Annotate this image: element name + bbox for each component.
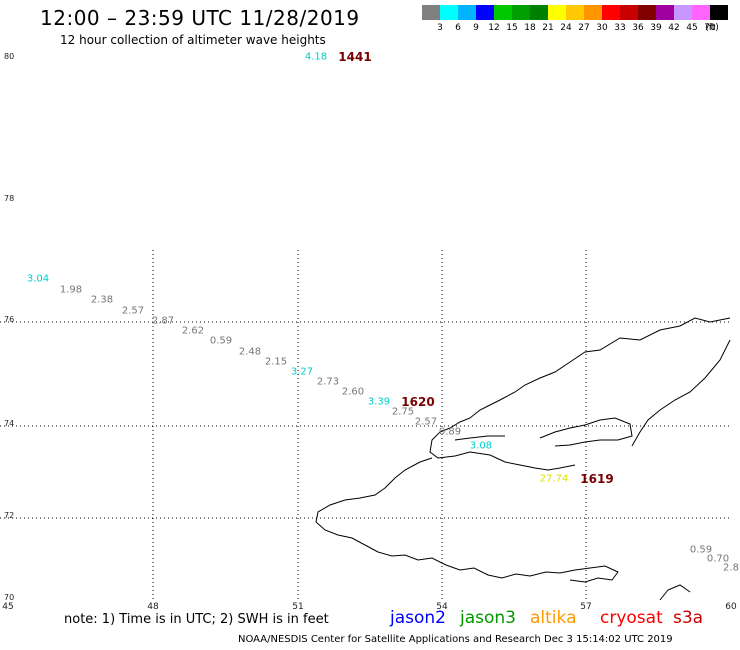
- scale-swatch: [494, 5, 512, 20]
- coast-north: [429, 317, 731, 471]
- wave-value: 0.59: [209, 335, 233, 347]
- pass-time: 1441: [338, 50, 372, 64]
- lat-label-72: 72: [4, 511, 15, 520]
- scale-label: 9: [473, 23, 479, 33]
- scale-label: 3: [437, 23, 443, 33]
- scale-label: 15: [506, 23, 518, 33]
- lon-label-54: 54: [436, 602, 448, 612]
- satellite-label: s3a: [673, 608, 704, 628]
- scale-label: 21: [542, 23, 554, 33]
- coast-south: [315, 457, 619, 583]
- coastline: [315, 317, 731, 601]
- wave-value: 2.38: [90, 294, 114, 306]
- scale-label: 12: [488, 23, 500, 33]
- scale-swatch: [674, 5, 692, 20]
- coast-strait: [454, 435, 505, 441]
- lat-label-78: 78: [4, 194, 15, 203]
- lat-label-80: 80: [4, 52, 15, 61]
- satellite-label: jason2: [390, 608, 446, 628]
- scale-swatch: [584, 5, 602, 20]
- units-note: note: 1) Time is in UTC; 2) SWH is in fe…: [64, 612, 329, 627]
- scale-label: 18: [524, 23, 536, 33]
- scale-swatch: [566, 5, 584, 20]
- satellite-label: altika: [530, 608, 577, 628]
- scale-label: 30: [596, 23, 608, 33]
- wave-value: 2.57: [121, 305, 145, 317]
- scale-label: 45: [686, 23, 698, 33]
- wave-value: 3.08: [469, 440, 493, 452]
- coast-southeast: [659, 584, 691, 601]
- scale-swatch: [710, 5, 728, 20]
- wave-value: 2.48: [238, 346, 262, 358]
- scale-swatch: [548, 5, 566, 20]
- wave-value: 0.89: [438, 426, 462, 438]
- map-title: 12:00 – 23:59 UTC 11/28/2019: [40, 6, 360, 30]
- wave-value: 2.15: [264, 356, 288, 368]
- scale-swatch: [512, 5, 530, 20]
- pass-time: 1619: [580, 472, 614, 486]
- wave-value: 0.70: [706, 553, 730, 565]
- credit-line: NOAA/NESDIS Center for Satellite Applica…: [238, 634, 673, 645]
- pass-time: 1620: [401, 395, 435, 409]
- scale-label: 70: [704, 23, 716, 33]
- wave-value: 27.74: [539, 473, 569, 485]
- wave-value: 2.73: [316, 376, 340, 388]
- wave-value: 4.18: [304, 51, 328, 63]
- wave-value: 2.75: [391, 406, 415, 418]
- scale-swatch: [530, 5, 548, 20]
- map-subtitle: 12 hour collection of altimeter wave hei…: [60, 33, 326, 47]
- scale-label: 24: [560, 23, 572, 33]
- lat-label-76: 76: [4, 315, 15, 324]
- wave-value: 2.8: [723, 562, 739, 574]
- scale-swatch: [620, 5, 638, 20]
- lon-label-51: 51: [292, 602, 304, 612]
- graticule: [0, 250, 730, 600]
- scale-swatch: [476, 5, 494, 20]
- scale-swatch: [422, 5, 440, 20]
- lat-label-74: 74: [4, 419, 15, 428]
- wave-value: 2.62: [181, 325, 205, 337]
- wave-value: 0.59: [689, 544, 713, 556]
- scale-label: 39: [650, 23, 662, 33]
- lon-label-60: 60: [725, 602, 737, 612]
- scale-label: 36: [632, 23, 644, 33]
- scale-swatch: [602, 5, 620, 20]
- coast-island: [539, 417, 633, 447]
- lon-label-57: 57: [580, 602, 592, 612]
- scale-swatch: [440, 5, 458, 20]
- wave-value: 2.57: [414, 416, 438, 428]
- wave-value: 3.39: [367, 396, 391, 408]
- wave-value: 3.04: [26, 273, 50, 285]
- lat-label-70: 70: [4, 593, 15, 602]
- scale-label: 33: [614, 23, 626, 33]
- scale-label: 27: [578, 23, 590, 33]
- scale-label: 42: [668, 23, 680, 33]
- scale-swatch: [638, 5, 656, 20]
- scale-label: (ft): [705, 23, 719, 33]
- satellite-label: cryosat: [600, 608, 663, 628]
- satellite-label: jason3: [460, 608, 516, 628]
- scale-swatch: [656, 5, 674, 20]
- wave-value: 2.87: [151, 315, 175, 327]
- lon-label-45: 45: [2, 602, 14, 612]
- wave-value: 3.27: [290, 366, 314, 378]
- scale-swatch: [692, 5, 710, 20]
- wave-value: 2.60: [341, 386, 365, 398]
- lon-label-48: 48: [147, 602, 159, 612]
- scale-label: 6: [455, 23, 461, 33]
- scale-swatch: [458, 5, 476, 20]
- wave-value: 1.98: [59, 284, 83, 296]
- coast-east: [631, 339, 731, 447]
